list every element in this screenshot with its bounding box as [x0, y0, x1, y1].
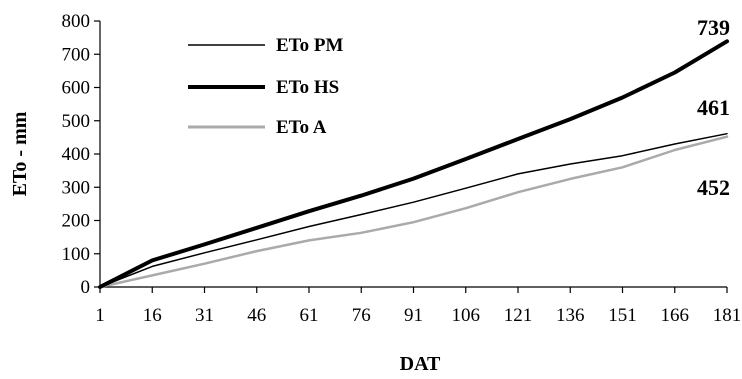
x-tick-label: 151 — [608, 305, 637, 326]
y-tick-label: 300 — [62, 177, 91, 198]
y-tick-label: 700 — [62, 44, 91, 65]
y-tick-label: 800 — [62, 11, 91, 32]
x-tick-label: 61 — [300, 305, 319, 326]
y-tick-label: 400 — [62, 144, 91, 165]
x-tick-label: 181 — [713, 305, 742, 326]
y-tick-label: 200 — [62, 211, 91, 232]
x-axis-ticks: 1 16 31 46 61 76 91 106 121 136 151 166 181 — [95, 287, 741, 326]
y-tick-label: 500 — [62, 111, 91, 132]
x-tick-label: 1 — [95, 305, 105, 326]
x-tick-label: 76 — [352, 305, 371, 326]
series-line-eto-a — [98, 135, 729, 289]
legend: ETo PM ETo HS ETo A — [188, 35, 343, 138]
x-tick-label: 121 — [504, 305, 533, 326]
end-label-eto-pm: 461 — [697, 95, 730, 120]
legend-label-eto-pm: ETo PM — [276, 35, 343, 56]
x-tick-label: 16 — [143, 305, 162, 326]
y-tick-label: 100 — [62, 244, 91, 265]
end-label-eto-a: 452 — [697, 175, 730, 200]
series-line-eto-hs — [98, 39, 729, 289]
y-axis-ticks: 0 100 200 300 400 500 600 700 800 — [62, 11, 100, 298]
series-layer — [98, 39, 729, 289]
x-tick-label: 31 — [195, 305, 214, 326]
end-label-eto-hs: 739 — [697, 15, 730, 40]
x-tick-label: 91 — [404, 305, 423, 326]
series-line-eto-pm — [99, 132, 728, 288]
x-tick-label: 136 — [556, 305, 585, 326]
legend-label-eto-a: ETo A — [276, 117, 327, 138]
x-tick-label: 46 — [247, 305, 266, 326]
y-tick-label: 600 — [62, 78, 91, 99]
x-tick-label: 166 — [661, 305, 690, 326]
x-axis-title: DAT — [400, 353, 441, 375]
y-axis-title: ETo - mm — [9, 111, 31, 196]
legend-label-eto-hs: ETo HS — [276, 77, 339, 98]
x-tick-label: 106 — [452, 305, 481, 326]
y-tick-label: 0 — [81, 277, 91, 298]
